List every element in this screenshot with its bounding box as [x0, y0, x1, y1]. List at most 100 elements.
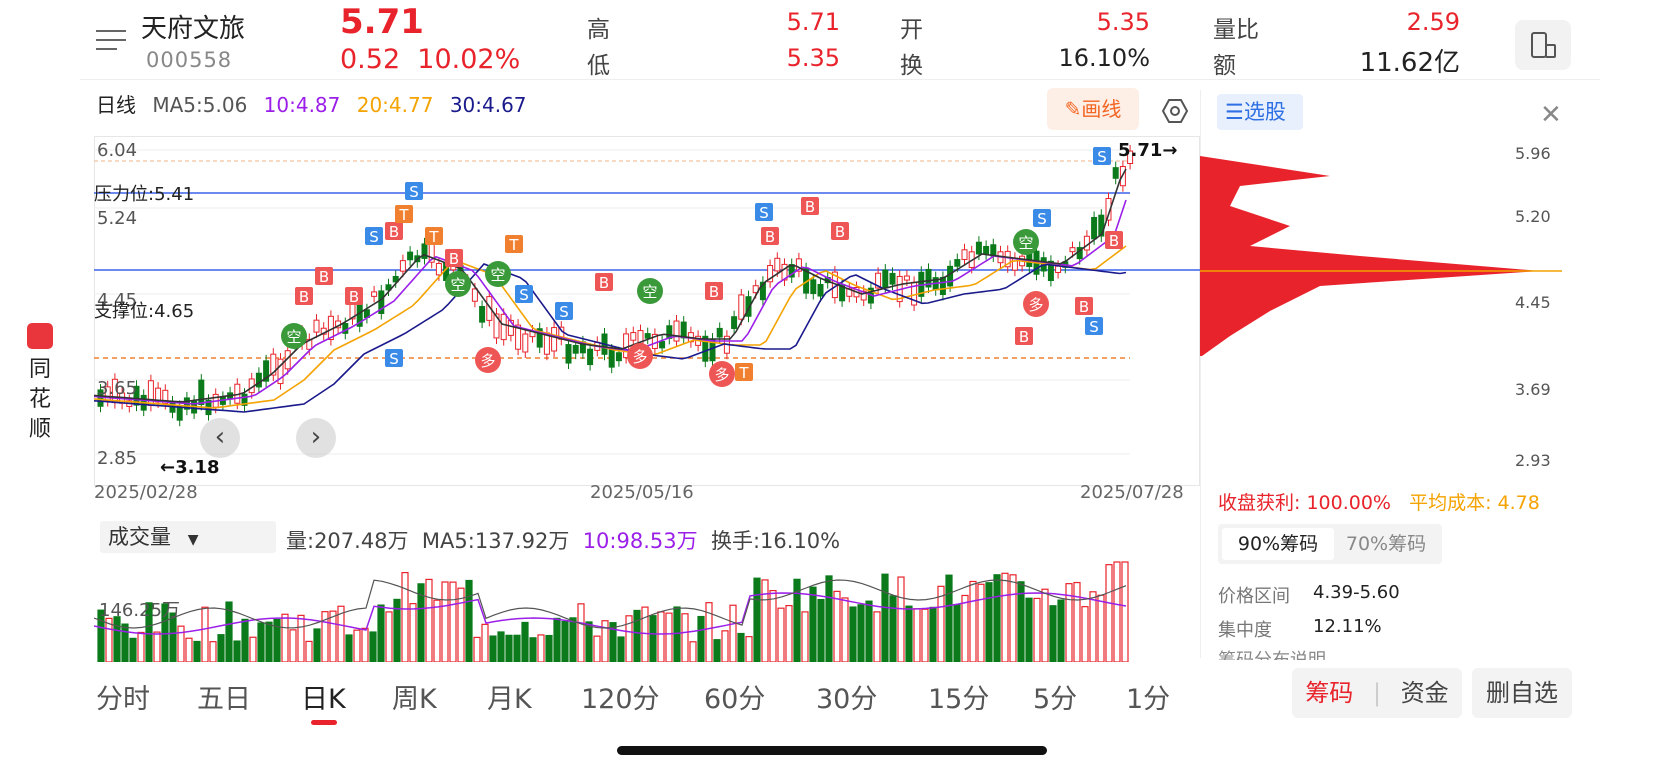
signal-marker[interactable]: [1013, 229, 1039, 255]
prev-arrow-icon[interactable]: ‹: [200, 418, 240, 458]
volume-bar: [129, 637, 137, 662]
device-switch-button[interactable]: [1515, 20, 1571, 70]
home-indicator[interactable]: [617, 746, 1047, 755]
signal-marker[interactable]: [755, 203, 773, 221]
signal-marker[interactable]: [637, 278, 663, 304]
menu-icon[interactable]: [96, 30, 126, 52]
draw-line-label: 画线: [1081, 97, 1122, 121]
ma-legend: 日线 MA5:5.06 10:4.87 20:4.77 30:4.67: [96, 89, 537, 118]
stock-picker-button[interactable]: ☰选股: [1217, 94, 1303, 130]
volume-bar: [673, 606, 681, 662]
signal-marker[interactable]: [1023, 291, 1049, 317]
signal-marker[interactable]: [385, 222, 403, 240]
candle: [752, 285, 759, 294]
signal-marker[interactable]: [515, 285, 533, 303]
period-tab[interactable]: 30分: [816, 684, 878, 715]
settings-icon[interactable]: [1161, 98, 1189, 124]
next-arrow-icon[interactable]: ›: [296, 418, 336, 458]
signal-marker[interactable]: [281, 323, 307, 349]
volume-bar: [913, 608, 921, 662]
signal-marker[interactable]: [1033, 209, 1051, 227]
chips-button[interactable]: 筹码: [1305, 679, 1354, 707]
period-tab[interactable]: 5分: [1033, 684, 1078, 715]
signal-marker[interactable]: [705, 282, 723, 300]
signal-marker[interactable]: [1015, 327, 1033, 345]
signal-marker[interactable]: [627, 343, 653, 369]
signal-marker[interactable]: [709, 361, 735, 387]
chip-desc-link[interactable]: 筹码分布说明: [1218, 648, 1558, 660]
signal-marker[interactable]: [801, 197, 819, 215]
volume-bar: [545, 634, 553, 662]
signal-marker[interactable]: [475, 347, 501, 373]
signal-marker-label: 多: [480, 352, 495, 370]
signal-marker[interactable]: [425, 227, 443, 245]
close-icon[interactable]: ✕: [1540, 100, 1562, 130]
signal-marker[interactable]: [395, 205, 413, 223]
volume-bar: [521, 621, 529, 662]
period-tab[interactable]: 120分: [581, 684, 660, 715]
signal-marker[interactable]: [595, 273, 613, 291]
funds-button[interactable]: 资金: [1400, 679, 1449, 707]
signal-marker[interactable]: [385, 349, 403, 367]
period-tab[interactable]: 60分: [704, 684, 766, 715]
period-tab[interactable]: 周K: [392, 684, 437, 715]
period-tab[interactable]: 15分: [928, 684, 990, 715]
candle: [983, 245, 990, 255]
signal-marker[interactable]: [1093, 147, 1111, 165]
signal-marker-label: B: [389, 223, 399, 241]
signal-marker[interactable]: [831, 222, 849, 240]
candle: [795, 258, 802, 272]
candle: [961, 249, 968, 260]
signal-marker[interactable]: [1075, 297, 1093, 315]
signal-marker[interactable]: [365, 227, 383, 245]
signal-marker[interactable]: [735, 363, 753, 381]
volume-bar: [1081, 606, 1089, 662]
signal-marker[interactable]: [315, 267, 333, 285]
signal-marker[interactable]: [345, 287, 363, 305]
draw-line-button[interactable]: ✎画线: [1047, 88, 1139, 130]
signal-marker[interactable]: [445, 271, 471, 297]
signal-marker-label: B: [599, 274, 609, 292]
tab-chip-90[interactable]: 90%筹码: [1222, 528, 1334, 560]
signal-marker[interactable]: [295, 287, 313, 305]
volume-bar: [1049, 605, 1057, 662]
y-tick-label: 4.45: [97, 290, 138, 311]
stock-code: 000558: [146, 48, 233, 72]
signal-marker-label: S: [559, 303, 569, 321]
date-label: 2025/05/16: [590, 482, 694, 503]
period-tab[interactable]: 1分: [1126, 684, 1171, 715]
period-tab[interactable]: 五日: [197, 684, 251, 715]
candle: [399, 260, 406, 272]
period-tab[interactable]: 月K: [487, 684, 532, 715]
volume-ma5: MA5:137.92万: [421, 529, 570, 553]
indicator-select[interactable]: 成交量 ▼: [100, 521, 276, 553]
candle: [479, 306, 486, 323]
signal-marker[interactable]: [485, 261, 511, 287]
period-tab[interactable]: 日K: [301, 684, 346, 715]
signal-marker[interactable]: [505, 235, 523, 253]
signal-marker[interactable]: [761, 227, 779, 245]
volume-bar: [169, 612, 177, 662]
date-label: 2025/07/28: [1080, 482, 1184, 503]
signal-marker[interactable]: [405, 182, 423, 200]
volume-bar: [105, 617, 113, 662]
candle: [990, 244, 997, 257]
tab-chip-70[interactable]: 70%筹码: [1345, 533, 1427, 555]
candle: [774, 257, 781, 272]
candle: [702, 335, 709, 362]
signal-marker[interactable]: [1105, 231, 1123, 249]
signal-marker[interactable]: [1085, 317, 1103, 335]
signal-marker-label: B: [1109, 232, 1119, 250]
signal-marker[interactable]: [445, 249, 463, 267]
signal-marker[interactable]: [555, 302, 573, 320]
candle: [551, 327, 558, 352]
period-tab[interactable]: 分时: [96, 684, 150, 715]
candle: [731, 316, 738, 329]
delete-watchlist-button[interactable]: 删自选: [1472, 668, 1572, 718]
volume-bar: [905, 605, 913, 662]
chip-distribution-chart: [1200, 156, 1562, 356]
volume-bar: [473, 636, 481, 662]
volume-bar: [785, 604, 793, 662]
candle: [385, 284, 392, 291]
